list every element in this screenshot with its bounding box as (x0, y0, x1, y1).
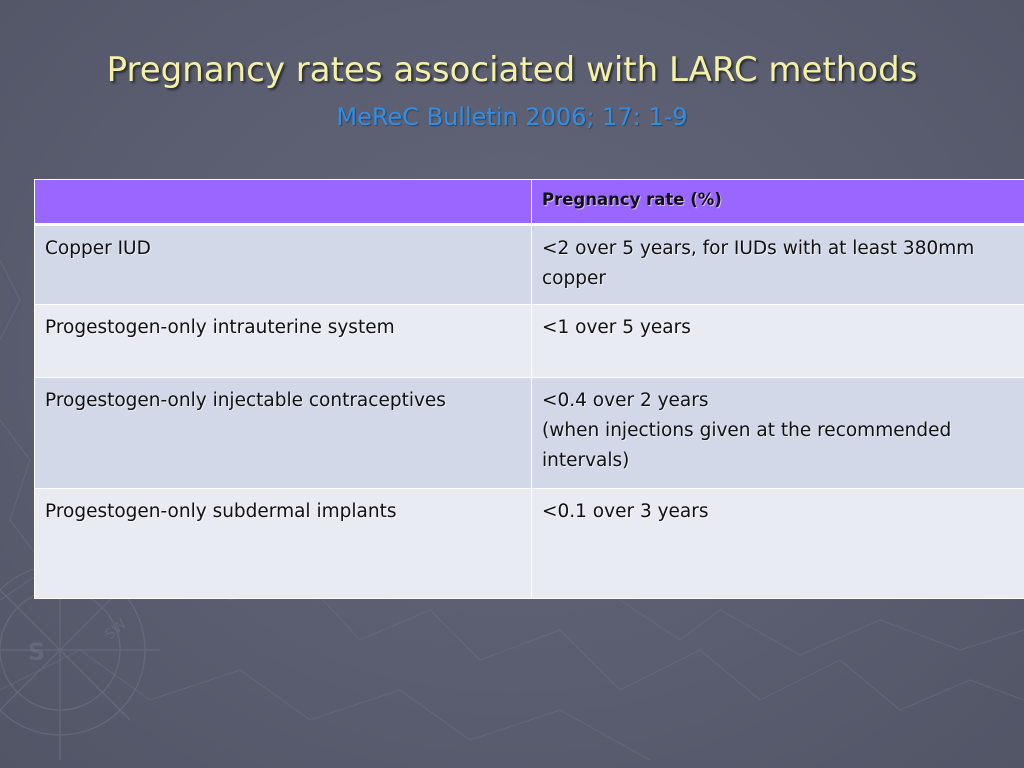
slide-subtitle-citation: MeReC Bulletin 2006; 17: 1-9 (336, 103, 688, 131)
table-row: Progestogen-only subdermal implants <0.1… (34, 488, 1024, 599)
table-cell-rate: <2 over 5 years, for IUDs with at least … (531, 224, 1024, 305)
table-header-row: Pregnancy rate (%) (34, 179, 1024, 226)
table-cell-rate: <1 over 5 years (531, 304, 1024, 378)
svg-text:S: S (28, 638, 45, 666)
table-row: Progestogen-only intrauterine system <1 … (34, 304, 1024, 378)
rate-value: <0.4 over 2 years (when injections given… (542, 390, 952, 471)
svg-text:SW: SW (102, 616, 130, 643)
method-label: Progestogen-only subdermal implants (45, 501, 397, 522)
table-cell-method: Progestogen-only injectable contraceptiv… (34, 377, 532, 489)
table-cell-rate: <0.1 over 3 years (531, 488, 1024, 599)
table-cell-method: Progestogen-only intrauterine system (34, 304, 532, 378)
method-label: Progestogen-only injectable contraceptiv… (45, 390, 446, 411)
rate-value: <2 over 5 years, for IUDs with at least … (542, 238, 975, 289)
table-cell-method: Progestogen-only subdermal implants (34, 488, 532, 599)
table-header-cell-pregnancy-rate: Pregnancy rate (%) (531, 179, 1024, 226)
table-row: Copper IUD <2 over 5 years, for IUDs wit… (34, 224, 1024, 305)
slide-title: Pregnancy rates associated with LARC met… (106, 50, 918, 90)
table-cell-method: Copper IUD (34, 224, 532, 305)
rate-value: <0.1 over 3 years (542, 501, 709, 522)
pregnancy-rates-table: Pregnancy rate (%) Copper IUD <2 over 5 … (34, 179, 1024, 599)
table-header-cell-method (34, 179, 532, 226)
method-label: Progestogen-only intrauterine system (45, 317, 395, 338)
table-cell-rate: <0.4 over 2 years (when injections given… (531, 377, 1024, 489)
table-row: Progestogen-only injectable contraceptiv… (34, 377, 1024, 489)
method-label: Copper IUD (45, 238, 151, 259)
rate-value: <1 over 5 years (542, 317, 691, 338)
